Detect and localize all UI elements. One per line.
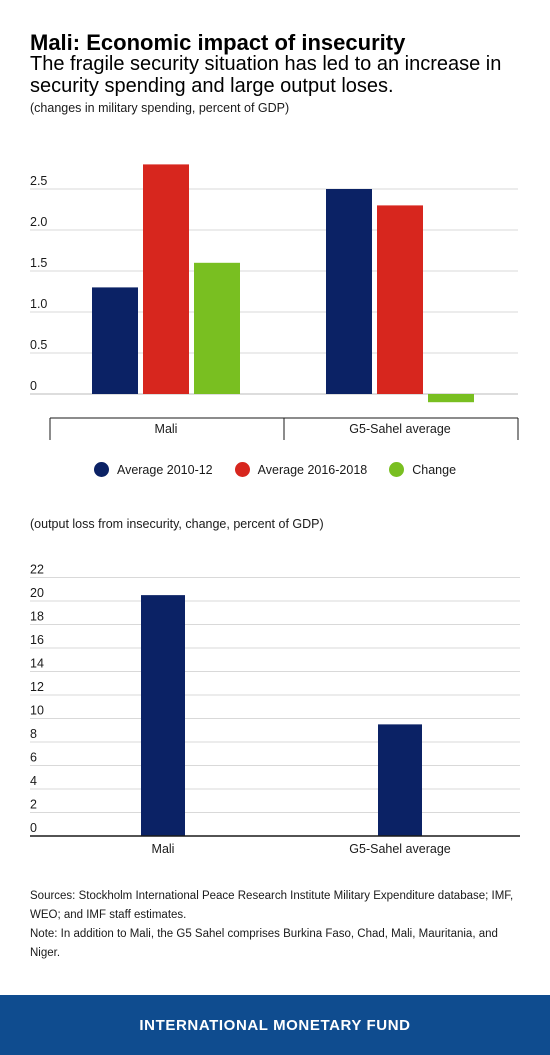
legend-item-avg-2016-2018: Average 2016-2018 [234, 462, 368, 477]
bar [326, 189, 372, 394]
bar [194, 262, 240, 394]
y-tick-label: 1.0 [30, 297, 47, 311]
military-spending-chart: 0 0.5 1.0 1.5 2.0 2.5 Mali G5-Sahel average [30, 164, 519, 440]
bar [377, 205, 423, 394]
x-tick-label: G5-Sahel average [349, 842, 451, 856]
chart2-unit-note: (output loss from insecurity, change, pe… [30, 517, 324, 531]
legend-swatch [389, 462, 405, 477]
y-tick-label: 10 [30, 704, 44, 718]
footer-banner: INTERNATIONAL MONETARY FUND [0, 995, 550, 1055]
bar [92, 287, 138, 394]
y-tick-label: 2.5 [30, 174, 47, 188]
bar [378, 724, 422, 836]
y-tick-label: 14 [30, 657, 44, 671]
bar [428, 394, 474, 403]
x-tick-label: Mali [152, 842, 175, 856]
legend-label: Average 2010-12 [116, 462, 213, 477]
y-tick-label: 4 [30, 774, 37, 788]
chart1-legend: Average 2010-12 Average 2016-2018 Change [0, 462, 550, 477]
x-tick-label: Mali [155, 422, 178, 436]
legend-label: Average 2016-2018 [257, 462, 368, 477]
y-tick-label: 0 [30, 379, 37, 393]
y-tick-label: 18 [30, 610, 44, 624]
legend-label: Change [412, 462, 457, 477]
y-tick-label: 2 [30, 798, 37, 812]
y-tick-label: 2.0 [30, 215, 47, 229]
y-tick-label: 0.5 [30, 338, 47, 352]
bar [141, 595, 185, 836]
y-tick-label: 22 [30, 563, 44, 577]
x-tick-label: G5-Sahel average [349, 422, 451, 436]
y-tick-label: 6 [30, 751, 37, 765]
legend-item-change: Change [389, 462, 456, 477]
y-tick-label: 20 [30, 586, 44, 600]
bar [143, 164, 189, 394]
sources-note: Sources: Stockholm International Peace R… [30, 887, 525, 963]
legend-swatch [234, 462, 250, 477]
chart-title: Mali: Economic impact of insecurity [30, 30, 406, 55]
y-tick-label: 12 [30, 680, 44, 694]
legend-swatch [93, 462, 109, 477]
y-tick-label: 16 [30, 633, 44, 647]
y-tick-label: 1.5 [30, 256, 47, 270]
chart-subtitle: The fragile security situation has led t… [30, 53, 502, 97]
y-tick-label: 8 [30, 727, 37, 741]
sources-line: Sources: Stockholm International Peace R… [30, 890, 514, 921]
chart1-unit-note: (changes in military spending, percent o… [30, 101, 290, 115]
imf-logo-text: INTERNATIONAL MONETARY FUND [139, 1016, 411, 1034]
legend-item-avg-2010-12: Average 2010-12 [93, 462, 213, 477]
country-note-line: Note: In addition to Mali, the G5 Sahel … [30, 928, 498, 959]
output-loss-chart: 0 2 4 6 8 10 12 14 16 18 20 22 Mali G5-Sahel average [30, 563, 520, 856]
y-tick-label: 0 [30, 821, 37, 835]
